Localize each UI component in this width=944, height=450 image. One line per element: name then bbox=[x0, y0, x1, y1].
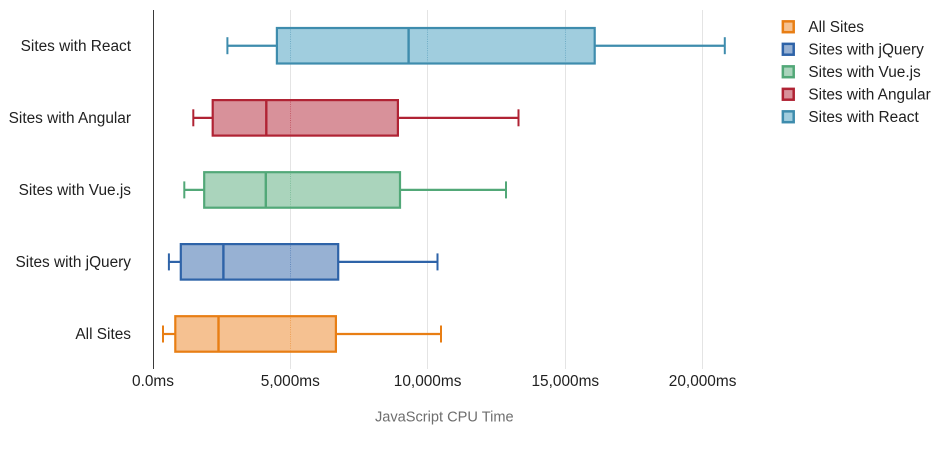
svg-text:0.0ms: 0.0ms bbox=[132, 373, 174, 390]
svg-text:Sites with Vue.js: Sites with Vue.js bbox=[19, 182, 132, 199]
svg-text:JavaScript CPU Time: JavaScript CPU Time bbox=[375, 410, 514, 426]
svg-text:Sites with React: Sites with React bbox=[808, 109, 919, 126]
svg-text:Sites with Angular: Sites with Angular bbox=[808, 87, 930, 104]
svg-text:Sites with React: Sites with React bbox=[21, 38, 132, 55]
svg-text:10,000ms: 10,000ms bbox=[394, 373, 462, 390]
svg-text:All Sites: All Sites bbox=[75, 326, 131, 343]
svg-text:Sites with jQuery: Sites with jQuery bbox=[808, 42, 924, 59]
svg-text:Sites with Vue.js: Sites with Vue.js bbox=[808, 64, 921, 81]
svg-text:5,000ms: 5,000ms bbox=[261, 373, 320, 390]
svg-text:Sites with jQuery: Sites with jQuery bbox=[16, 254, 132, 271]
svg-text:All Sites: All Sites bbox=[808, 19, 864, 36]
svg-text:20,000ms: 20,000ms bbox=[669, 373, 737, 390]
svg-text:Sites with Angular: Sites with Angular bbox=[9, 110, 131, 127]
svg-text:15,000ms: 15,000ms bbox=[532, 373, 600, 390]
